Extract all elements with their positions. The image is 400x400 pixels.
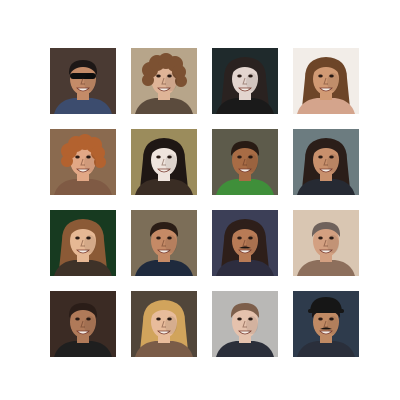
face-thumbnail bbox=[50, 48, 116, 114]
face-thumbnail bbox=[293, 129, 359, 195]
face-thumbnail bbox=[212, 129, 278, 195]
face-thumbnail bbox=[212, 291, 278, 357]
face-thumbnail bbox=[293, 48, 359, 114]
face-thumbnail bbox=[131, 291, 197, 357]
face-thumbnail bbox=[50, 291, 116, 357]
face-thumbnail bbox=[212, 48, 278, 114]
face-thumbnail bbox=[131, 48, 197, 114]
face-thumbnail bbox=[50, 210, 116, 276]
face-thumbnail bbox=[212, 210, 278, 276]
face-thumbnail bbox=[293, 291, 359, 357]
face-thumbnail bbox=[50, 129, 116, 195]
face-thumbnail bbox=[293, 210, 359, 276]
face-thumbnail bbox=[131, 129, 197, 195]
face-image-grid bbox=[50, 48, 360, 357]
face-thumbnail bbox=[131, 210, 197, 276]
